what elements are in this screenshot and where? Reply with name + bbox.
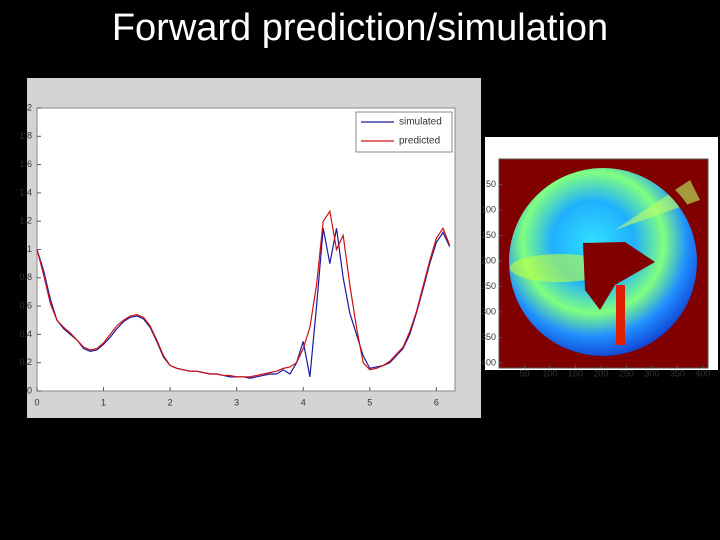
x-tick-label: 150 (568, 368, 583, 378)
y-tick-label: 50 (486, 179, 496, 189)
legend-label: predicted (399, 136, 440, 147)
x-tick-label: 3 (234, 397, 239, 407)
y-tick-label: 1.8 (19, 131, 32, 141)
legend-label: simulated (399, 117, 442, 128)
x-tick-label: 300 (644, 368, 659, 378)
x-tick-label: 6 (434, 397, 439, 407)
x-tick-label: 1 (101, 397, 106, 407)
x-tick-label: 0 (34, 397, 39, 407)
y-tick-label: 1.6 (19, 159, 32, 169)
heatmap-obstacle (583, 242, 655, 310)
x-tick-label: 400 (695, 368, 710, 378)
y-tick-label: 0.4 (19, 329, 32, 339)
x-tick-label: 250 (619, 368, 634, 378)
y-tick-label: 0.2 (19, 357, 32, 367)
y-tick-label: 1.2 (19, 216, 32, 226)
x-tick-label: 100 (542, 368, 557, 378)
image-frame (498, 158, 709, 369)
y-tick-label: 400 (481, 357, 496, 367)
plot-area (36, 107, 456, 392)
x-tick-label: 4 (301, 397, 306, 407)
y-tick-label: 1 (27, 244, 32, 254)
y-tick-label: 150 (481, 230, 496, 240)
y-tick-label: 300 (481, 306, 496, 316)
x-tick-label: 5 (367, 397, 372, 407)
heatmap-beam (615, 180, 700, 230)
y-tick-label: 250 (481, 281, 496, 291)
heatmap-image (499, 159, 708, 368)
heatmap-ring (501, 160, 705, 364)
legend (355, 111, 453, 153)
y-tick-label: 0.8 (19, 272, 32, 282)
series-line (36, 209, 451, 378)
y-tick-label: 1.4 (19, 187, 32, 197)
y-tick-label: 100 (481, 204, 496, 214)
y-tick-label: 2 (27, 102, 32, 112)
slide-title: Forward prediction/simulation (112, 7, 608, 49)
heatmap-hot (616, 285, 625, 345)
y-tick-label: 0 (27, 385, 32, 395)
y-tick-label: 350 (481, 332, 496, 342)
y-tick-label: 0.6 (19, 300, 32, 310)
x-tick-label: 200 (593, 368, 608, 378)
x-tick-label: 2 (168, 397, 173, 407)
x-tick-label: 350 (670, 368, 685, 378)
y-tick-label: 200 (481, 255, 496, 265)
x-tick-label: 50 (519, 368, 529, 378)
